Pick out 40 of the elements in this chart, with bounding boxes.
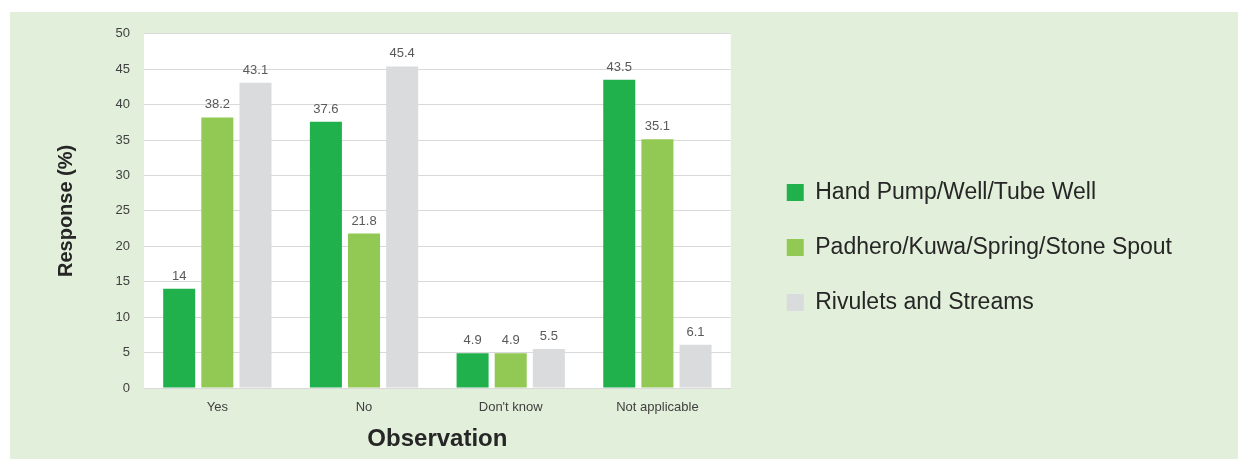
bar <box>603 79 636 388</box>
data-label: 14 <box>171 267 187 283</box>
x-axis-title: Observation <box>367 424 508 452</box>
y-tick-label: 0 <box>122 379 130 395</box>
y-tick-label: 45 <box>115 60 130 76</box>
bar <box>456 353 489 388</box>
y-tick-label: 15 <box>115 273 130 289</box>
y-tick-label: 25 <box>115 202 130 218</box>
legend-label: Hand Pump/Well/Tube Well <box>815 177 1097 204</box>
y-tick-label: 10 <box>115 308 130 324</box>
y-tick-label: 35 <box>115 131 130 147</box>
bar <box>494 353 527 388</box>
x-tick-label: Don't know <box>478 399 544 415</box>
bar <box>201 117 234 388</box>
x-tick-label: Yes <box>206 399 229 415</box>
x-tick-label: No <box>355 399 373 415</box>
data-label: 4.9 <box>501 332 520 348</box>
bar <box>309 121 342 388</box>
y-tick-label: 20 <box>115 237 130 253</box>
data-label: 4.9 <box>463 332 482 348</box>
y-tick-label: 50 <box>115 25 130 41</box>
data-label: 43.5 <box>606 58 632 74</box>
x-tick-label: Not applicable <box>616 399 699 415</box>
bar <box>348 233 381 388</box>
data-label: 5.5 <box>539 328 558 344</box>
data-label: 38.2 <box>204 96 230 112</box>
bar <box>641 139 674 388</box>
data-label: 45.4 <box>389 45 415 61</box>
bar <box>163 288 196 388</box>
data-label: 21.8 <box>351 212 377 228</box>
y-tick-label: 40 <box>115 96 130 112</box>
data-label: 35.1 <box>644 118 671 134</box>
y-axis-title: Response (%) <box>53 144 76 278</box>
legend-label: Padhero/Kuwa/Spring/Stone Spout <box>815 232 1173 259</box>
y-tick-label: 30 <box>115 167 130 183</box>
data-label: 6.1 <box>686 323 705 339</box>
data-label: 43.1 <box>242 61 269 77</box>
data-label: 37.6 <box>313 100 339 116</box>
y-tick-label: 5 <box>122 344 130 360</box>
legend-label: Rivulets and Streams <box>815 287 1034 314</box>
